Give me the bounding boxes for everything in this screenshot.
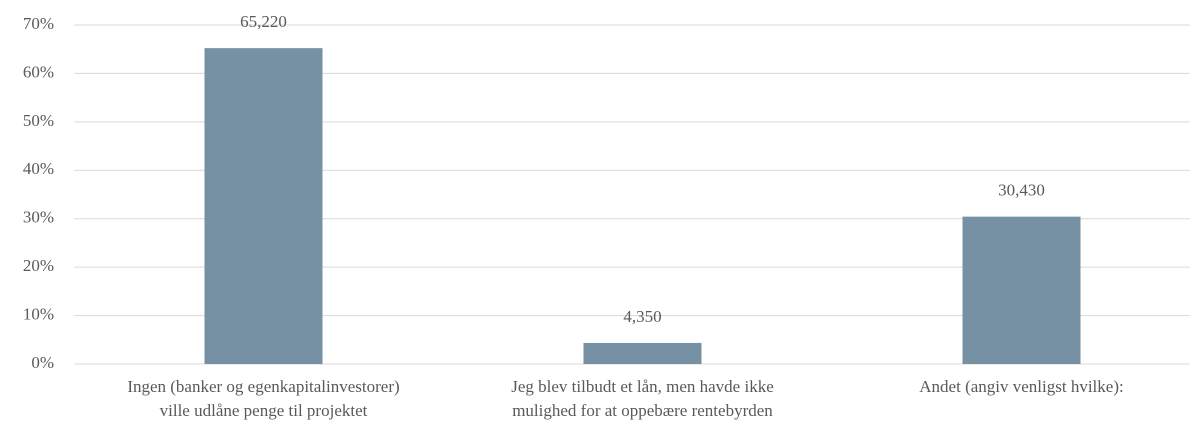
y-tick-label: 60% xyxy=(23,62,54,81)
y-tick-label: 30% xyxy=(23,208,54,227)
y-tick-label: 20% xyxy=(23,256,54,275)
y-tick-label: 40% xyxy=(23,159,54,178)
y-tick-label: 70% xyxy=(23,14,54,33)
y-tick-label: 10% xyxy=(23,304,54,323)
y-tick-label: 50% xyxy=(23,111,54,130)
data-label: 30,430 xyxy=(998,181,1045,200)
x-tick-label: Andet (angiv venligst hvilke): xyxy=(919,377,1123,396)
bar xyxy=(583,342,702,364)
bar xyxy=(204,48,323,364)
data-label: 4,350 xyxy=(623,307,661,326)
data-label: 65,220 xyxy=(240,12,287,31)
y-tick-label: 0% xyxy=(31,353,54,372)
bar xyxy=(962,216,1081,364)
x-tick-label: Ingen (banker og egenkapitalinvestorer) v… xyxy=(127,377,399,420)
x-tick-label: Jeg blev tilbudt et lån, men havde ikke m… xyxy=(511,377,774,420)
